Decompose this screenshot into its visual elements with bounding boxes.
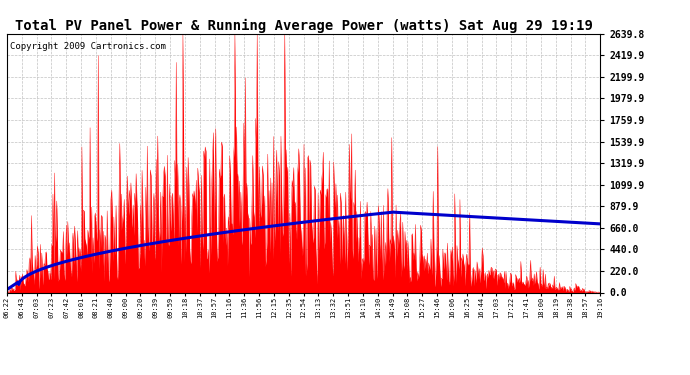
Text: Copyright 2009 Cartronics.com: Copyright 2009 Cartronics.com — [10, 42, 166, 51]
Title: Total PV Panel Power & Running Average Power (watts) Sat Aug 29 19:19: Total PV Panel Power & Running Average P… — [14, 18, 593, 33]
